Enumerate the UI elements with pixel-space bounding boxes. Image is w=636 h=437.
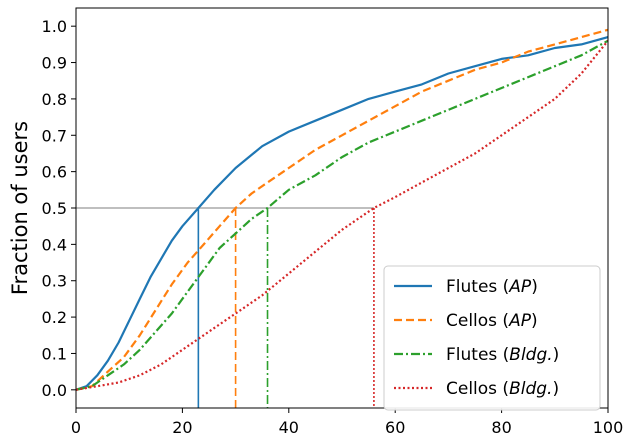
x-tick-label: 0 (71, 418, 81, 437)
legend-label: Flutes (Bldg.) (446, 345, 559, 365)
y-tick-label: 0.4 (42, 235, 67, 254)
series-lines (76, 28, 608, 391)
series-line-4 (76, 40, 608, 391)
series-line-1 (76, 36, 608, 391)
reference-lines (76, 207, 375, 408)
x-tick-label: 40 (279, 418, 299, 437)
x-tick-label: 100 (593, 418, 624, 437)
y-axis-label: Fraction of users (8, 121, 32, 295)
legend-box (383, 265, 601, 411)
y-tick-label: 0.5 (42, 199, 67, 218)
x-tick-label: 80 (491, 418, 511, 437)
y-tick-label: 0.6 (42, 163, 67, 182)
legend: Flutes (AP) Cellos (AP) Flutes (Bldg.) Cell… (383, 265, 601, 411)
series-line-2 (76, 28, 608, 391)
axes: 0 20 40 60 80 100 0.0 0.1 0.2 0.3 0.4 0.5 0.6 0.7 0.8 0… (42, 17, 624, 437)
y-tick-label: 0.3 (42, 272, 67, 291)
y-tick-label: 0.9 (42, 54, 67, 73)
y-tick-label: 0.2 (42, 308, 67, 327)
x-tick-label: 60 (385, 418, 405, 437)
y-tick-label: 0.7 (42, 126, 67, 145)
legend-label: Cellos (Bldg.) (446, 379, 559, 399)
y-tick-label: 1.0 (42, 17, 67, 36)
x-tick-label: 20 (172, 418, 192, 437)
legend-label: Cellos (AP) (446, 311, 538, 331)
legend-label: Flutes (AP) (446, 277, 538, 297)
y-tick-label: 0.0 (42, 381, 67, 400)
y-tick-label: 0.8 (42, 90, 67, 109)
y-tick-label: 0.1 (42, 344, 67, 363)
series-line-3 (76, 39, 608, 391)
